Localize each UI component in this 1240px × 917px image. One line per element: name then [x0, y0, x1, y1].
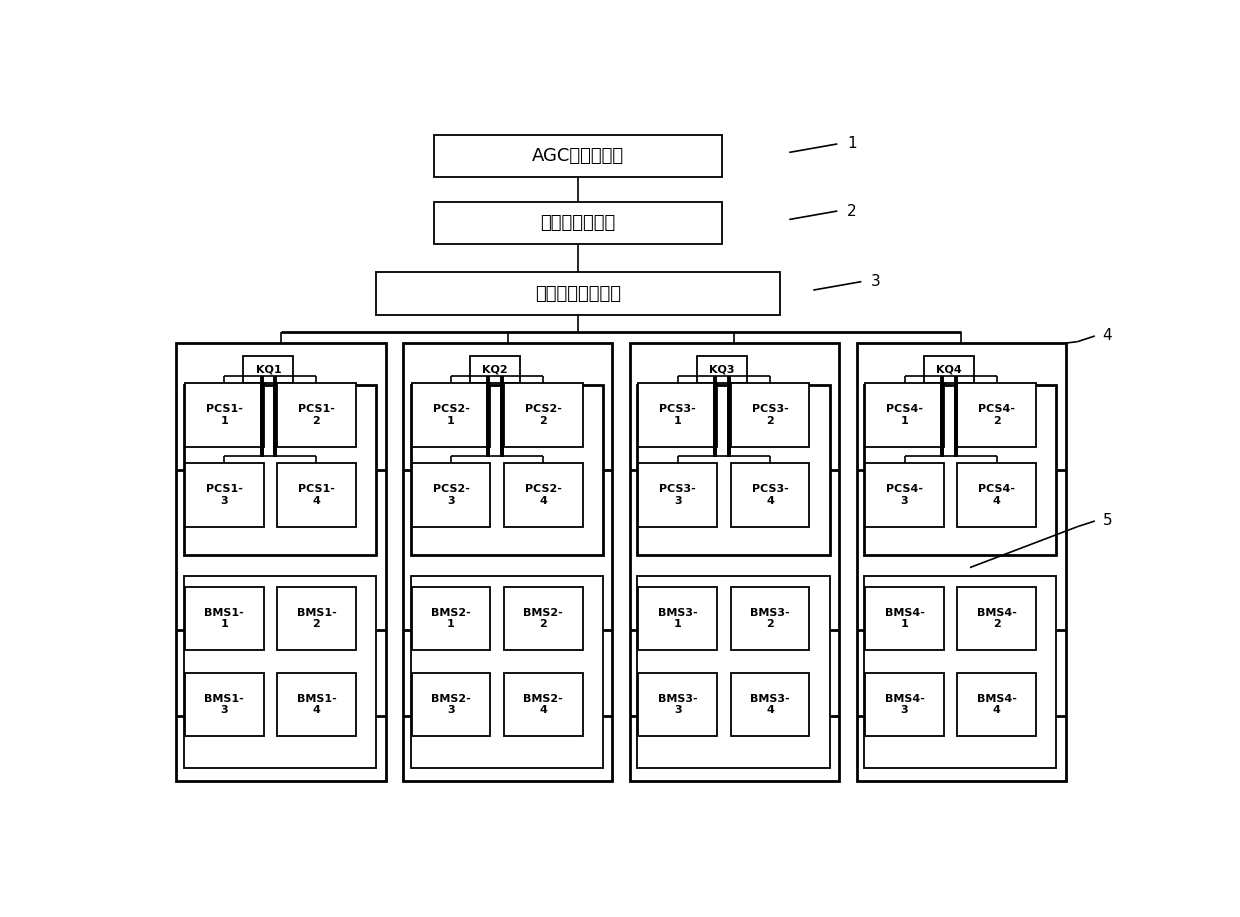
- Bar: [957, 383, 1037, 447]
- Text: BMS2-
2: BMS2- 2: [523, 608, 563, 629]
- Bar: [277, 463, 356, 526]
- Bar: [639, 463, 717, 526]
- Text: AGC控制系统层: AGC控制系统层: [532, 147, 624, 165]
- Text: BMS4-
4: BMS4- 4: [977, 694, 1017, 715]
- Text: 4: 4: [1102, 328, 1112, 344]
- Bar: [730, 383, 810, 447]
- Bar: [184, 576, 376, 768]
- Bar: [639, 673, 717, 736]
- Text: KQ3: KQ3: [709, 365, 735, 375]
- Bar: [503, 383, 583, 447]
- Text: PCS2-
3: PCS2- 3: [433, 484, 470, 505]
- Bar: [412, 463, 490, 526]
- Text: BMS2-
3: BMS2- 3: [432, 694, 471, 715]
- Bar: [730, 463, 810, 526]
- Text: PCS4-
4: PCS4- 4: [978, 484, 1016, 505]
- Bar: [412, 383, 490, 447]
- Bar: [730, 587, 810, 650]
- Bar: [957, 673, 1037, 736]
- Text: BMS4-
3: BMS4- 3: [884, 694, 925, 715]
- Text: KQ1: KQ1: [255, 365, 281, 375]
- Bar: [857, 343, 1066, 781]
- Bar: [176, 343, 386, 781]
- Bar: [866, 463, 944, 526]
- Text: 储能监控系统层: 储能监控系统层: [541, 214, 615, 232]
- Bar: [410, 576, 603, 768]
- Bar: [866, 383, 944, 447]
- Text: 5: 5: [1102, 514, 1112, 528]
- Text: BMS4-
1: BMS4- 1: [884, 608, 925, 629]
- Bar: [277, 587, 356, 650]
- Text: PCS2-
1: PCS2- 1: [433, 404, 470, 425]
- Text: 1: 1: [847, 137, 857, 151]
- Bar: [410, 385, 603, 555]
- Text: BMS2-
4: BMS2- 4: [523, 694, 563, 715]
- Bar: [185, 463, 264, 526]
- Bar: [185, 587, 264, 650]
- Text: 高压环网箱系统层: 高压环网箱系统层: [534, 284, 621, 303]
- Text: PCS1-
3: PCS1- 3: [206, 484, 243, 505]
- Bar: [637, 385, 830, 555]
- Text: BMS4-
2: BMS4- 2: [977, 608, 1017, 629]
- Text: BMS1-
1: BMS1- 1: [205, 608, 244, 629]
- Bar: [184, 385, 376, 555]
- Bar: [864, 385, 1056, 555]
- Text: BMS1-
4: BMS1- 4: [296, 694, 336, 715]
- Text: PCS4-
2: PCS4- 2: [978, 404, 1016, 425]
- Bar: [639, 383, 717, 447]
- Bar: [503, 673, 583, 736]
- Bar: [403, 343, 613, 781]
- Text: PCS1-
2: PCS1- 2: [298, 404, 335, 425]
- Text: BMS1-
3: BMS1- 3: [205, 694, 244, 715]
- Text: KQ4: KQ4: [936, 365, 962, 375]
- Text: PCS2-
4: PCS2- 4: [525, 484, 562, 505]
- Bar: [412, 587, 490, 650]
- Bar: [503, 463, 583, 526]
- Bar: [639, 587, 717, 650]
- Bar: [277, 383, 356, 447]
- Text: PCS3-
2: PCS3- 2: [751, 404, 789, 425]
- Bar: [434, 135, 722, 177]
- Text: PCS2-
2: PCS2- 2: [525, 404, 562, 425]
- Text: BMS3-
3: BMS3- 3: [658, 694, 698, 715]
- Text: 3: 3: [870, 274, 880, 289]
- Bar: [185, 673, 264, 736]
- Text: BMS2-
1: BMS2- 1: [432, 608, 471, 629]
- Bar: [277, 673, 356, 736]
- Bar: [866, 587, 944, 650]
- Bar: [864, 576, 1056, 768]
- Text: KQ2: KQ2: [482, 365, 508, 375]
- Bar: [697, 357, 746, 383]
- Text: PCS4-
1: PCS4- 1: [887, 404, 923, 425]
- Text: PCS3-
1: PCS3- 1: [660, 404, 696, 425]
- Bar: [630, 343, 839, 781]
- Bar: [503, 587, 583, 650]
- Text: BMS3-
2: BMS3- 2: [750, 608, 790, 629]
- Bar: [957, 463, 1037, 526]
- Bar: [376, 272, 780, 315]
- Text: PCS1-
4: PCS1- 4: [298, 484, 335, 505]
- Bar: [730, 673, 810, 736]
- Bar: [924, 357, 973, 383]
- Bar: [243, 357, 294, 383]
- Text: BMS1-
2: BMS1- 2: [296, 608, 336, 629]
- Bar: [637, 576, 830, 768]
- Text: 2: 2: [847, 204, 857, 218]
- Bar: [470, 357, 521, 383]
- Bar: [866, 673, 944, 736]
- Bar: [412, 673, 490, 736]
- Bar: [185, 383, 264, 447]
- Text: BMS3-
4: BMS3- 4: [750, 694, 790, 715]
- Text: PCS3-
4: PCS3- 4: [751, 484, 789, 505]
- Text: PCS1-
1: PCS1- 1: [206, 404, 243, 425]
- Bar: [434, 202, 722, 244]
- Text: PCS4-
3: PCS4- 3: [887, 484, 923, 505]
- Text: BMS3-
1: BMS3- 1: [658, 608, 698, 629]
- Text: PCS3-
3: PCS3- 3: [660, 484, 696, 505]
- Bar: [957, 587, 1037, 650]
